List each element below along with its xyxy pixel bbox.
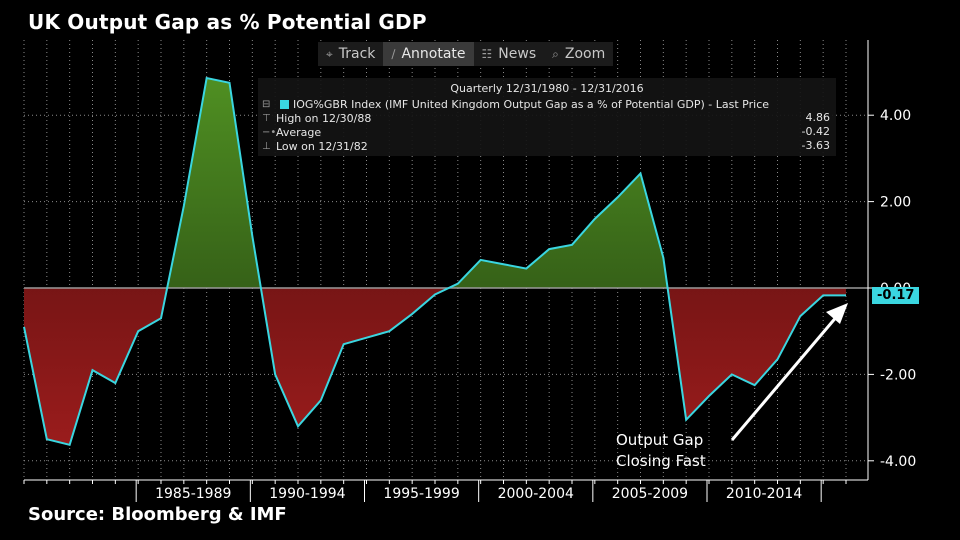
data-point[interactable] (776, 357, 780, 361)
data-point[interactable] (91, 368, 95, 372)
data-point[interactable] (113, 381, 117, 385)
data-point[interactable] (502, 262, 506, 266)
news-button[interactable]: ☷ News (474, 42, 545, 66)
data-point[interactable] (479, 258, 483, 262)
annotation-arrow-head (826, 303, 848, 324)
low-marker-icon: ⊥ (262, 140, 271, 152)
data-point[interactable] (844, 293, 848, 297)
magnifier-icon: ⌕ (552, 46, 559, 61)
legend-low-label: Low on 12/31/82 (276, 139, 368, 153)
annotation-text: Output Gap Closing Fast (616, 430, 706, 472)
y-tick-label: -2.00 (880, 367, 916, 383)
data-point[interactable] (524, 267, 528, 271)
data-point[interactable] (22, 325, 26, 329)
data-point[interactable] (319, 398, 323, 402)
pencil-icon: ∕ (391, 47, 396, 61)
data-point[interactable] (410, 312, 414, 316)
data-point[interactable] (753, 383, 757, 387)
x-tick-label: 1995-1999 (383, 486, 459, 502)
data-point[interactable] (616, 195, 620, 199)
data-point[interactable] (250, 234, 254, 238)
data-point[interactable] (228, 81, 232, 85)
x-tick-label: 1990-1994 (269, 486, 345, 502)
data-point[interactable] (136, 329, 140, 333)
data-point[interactable] (639, 172, 643, 176)
legend-date-range: Quarterly 12/31/1980 - 12/31/2016 (450, 82, 644, 95)
x-tick-label: 2005-2009 (612, 486, 688, 502)
legend-average-label: Average (276, 125, 322, 139)
data-point[interactable] (821, 293, 825, 297)
legend-average-value: -0.42 (801, 125, 830, 138)
data-point[interactable] (456, 282, 460, 286)
data-point[interactable] (593, 217, 597, 221)
annotation-line-1: Output Gap (616, 431, 704, 449)
data-point[interactable] (707, 394, 711, 398)
data-point[interactable] (433, 292, 437, 296)
track-button[interactable]: ⌖ Track (318, 42, 383, 66)
data-point[interactable] (365, 336, 369, 340)
legend-low-value: -3.63 (801, 139, 830, 152)
annotation-line-2: Closing Fast (616, 452, 706, 470)
chart-toolbar: ⌖ Track ∕ Annotate ☷ News ⌕ Zoom (318, 42, 614, 66)
series-color-swatch (280, 99, 289, 109)
legend-high-row: ⊤ High on 12/30/88 (262, 111, 371, 125)
y-tick-label: 2.00 (880, 195, 911, 211)
x-tick-label: 1985-1989 (155, 486, 231, 502)
legend-low-row: ⊥ Low on 12/31/82 (262, 139, 368, 153)
x-tick-label: 2010-2014 (726, 486, 802, 502)
collapse-icon[interactable]: ⊟ (262, 98, 271, 110)
data-point[interactable] (798, 314, 802, 318)
zoom-label: Zoom (564, 46, 606, 62)
legend-high-value: 4.86 (805, 111, 831, 124)
legend-series-label: IOG%GBR Index (IMF United Kingdom Output… (293, 97, 770, 111)
news-icon: ☷ (481, 47, 493, 61)
data-point[interactable] (182, 204, 186, 208)
negative-area (24, 288, 846, 445)
legend-series-row[interactable]: ⊟ IOG%GBR Index (IMF United Kingdom Outp… (262, 97, 769, 111)
data-point[interactable] (68, 443, 72, 447)
series-line (23, 76, 846, 447)
chart-legend: Quarterly 12/31/1980 - 12/31/2016 ⊟ IOG%… (258, 78, 836, 156)
data-point[interactable] (273, 372, 277, 376)
news-label: News (498, 46, 537, 62)
data-point[interactable] (159, 316, 163, 320)
data-point[interactable] (387, 329, 391, 333)
track-label: Track (338, 46, 376, 62)
data-point[interactable] (730, 372, 734, 376)
chart-title: UK Output Gap as % Potential GDP (28, 10, 427, 34)
last-price-tag: -0.17 (872, 287, 920, 304)
x-tick-label: 2000-2004 (498, 486, 574, 502)
data-point[interactable] (342, 342, 346, 346)
y-tick-label: 4.00 (880, 108, 911, 124)
y-tick-label: -4.00 (880, 454, 916, 470)
data-point[interactable] (684, 418, 688, 422)
data-point[interactable] (661, 256, 665, 260)
annotation-arrow-shaft (730, 314, 840, 441)
high-marker-icon: ⊤ (262, 112, 271, 124)
annotate-label: Annotate (401, 46, 466, 62)
data-point[interactable] (45, 437, 49, 441)
data-point[interactable] (547, 247, 551, 251)
source-note: Source: Bloomberg & IMF (28, 504, 287, 525)
legend-high-label: High on 12/30/88 (276, 111, 372, 125)
data-point[interactable] (205, 76, 209, 80)
zoom-button[interactable]: ⌕ Zoom (544, 42, 613, 66)
crosshair-icon: ⌖ (326, 46, 333, 61)
data-point[interactable] (570, 243, 574, 247)
data-point[interactable] (296, 424, 300, 428)
positive-area (24, 78, 846, 288)
average-marker-icon: −• (262, 126, 277, 138)
legend-average-row: −• Average (262, 125, 321, 139)
annotate-button[interactable]: ∕ Annotate (383, 42, 474, 66)
